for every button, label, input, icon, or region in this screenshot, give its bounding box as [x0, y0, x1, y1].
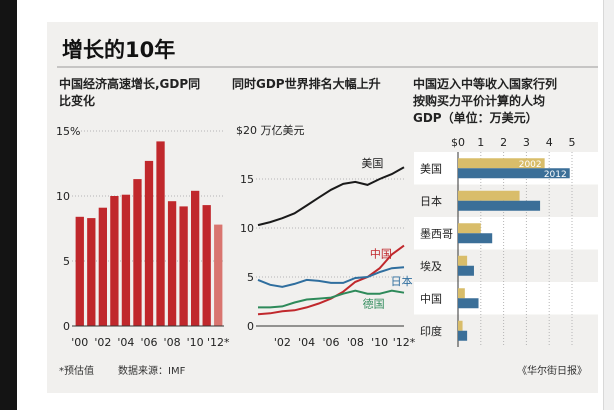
chart2-series-label: 美国: [361, 157, 383, 170]
chart1-x-tick-label: '00: [71, 336, 88, 349]
chart3-bar: [458, 255, 468, 266]
chart3-category-label: 中国: [420, 292, 442, 305]
chart3-bar: [458, 288, 465, 299]
chart1-bar: [156, 141, 165, 326]
chart3-title-line3: GDP（单位：万美元）: [413, 110, 538, 125]
chart2-x-tick-label: '10: [371, 336, 388, 349]
chart1-title-line1: 中国经济高速增长,GDP同: [59, 76, 200, 91]
chart3-bar: [458, 190, 520, 201]
chart3-x-tick-label: 1: [477, 136, 484, 149]
chart2-x-tick-label: '12*: [393, 336, 416, 349]
chart3-x-tick-label: 5: [569, 136, 576, 149]
chart2-series-line: [258, 289, 405, 309]
chart1-title-line2: 比变化: [59, 93, 95, 108]
chart1-bar: [75, 216, 84, 326]
chart3-bar: [458, 330, 468, 341]
chart1-x-tick-label: '08: [164, 336, 181, 349]
chart3-bar: [458, 233, 493, 244]
chart3-bar: [458, 168, 570, 179]
chart1-x-tick-label: '06: [140, 336, 157, 349]
infographic-title: 增长的10年: [62, 38, 175, 62]
chart3-series-label: 2012: [544, 170, 567, 180]
chart3-title-line2: 按购买力平价计算的人均: [413, 93, 545, 108]
publisher-credit: 《华尔街日报》: [517, 364, 587, 377]
chart1-bar: [167, 201, 177, 326]
chart3-series-label: 2002: [519, 160, 542, 170]
chart3-x-tick-label: 2: [500, 136, 507, 149]
chart1-bar: [179, 206, 188, 326]
chart3-bar: [458, 223, 481, 234]
chart1-bar: [98, 207, 107, 326]
chart1-bar: [87, 218, 96, 326]
chart2-y-tick-label: 5: [247, 271, 254, 284]
chart1-bar: [121, 194, 131, 326]
left-dark-strip: [0, 0, 17, 410]
chart1-title: 中国经济高速增长,GDP同 比变化: [59, 76, 200, 108]
chart1-bar: [133, 179, 142, 326]
chart2-y-tick-label: 10: [240, 222, 254, 235]
chart1-y-tick-label: 0: [63, 320, 70, 333]
chart2-unit-label: $20 万亿美元: [236, 124, 305, 137]
chart1-gdp-growth-bars: 0 5 10 15 % '00 '02 '04 '06 '08 '10'12*: [56, 125, 230, 349]
chart1-y-tick-label: 15: [56, 125, 70, 138]
footnote: *预估值: [59, 364, 94, 377]
chart2-y-tick-label: 0: [247, 320, 254, 333]
chart1-unit-label: %: [70, 125, 80, 138]
chart3-bar: [458, 158, 545, 169]
chart2-x-tick-label: '06: [322, 336, 339, 349]
chart1-bar: [110, 196, 119, 326]
right-scrollbar-strip: [603, 0, 614, 410]
chart1-y-tick-label: 5: [63, 255, 70, 268]
chart2-x-tick-label: '08: [347, 336, 364, 349]
chart3-x-tick-label: 3: [523, 136, 530, 149]
chart3-row-stripe: [414, 282, 598, 315]
chart3-category-label: 墨西哥: [420, 227, 453, 240]
chart3-bar: [458, 200, 541, 211]
chart3-bar: [458, 298, 479, 309]
chart2-series-line: [257, 166, 405, 227]
chart3-category-label: 美国: [420, 162, 442, 175]
chart2-series-label: 中国: [370, 247, 392, 260]
chart3-bar: [458, 320, 463, 331]
chart1-bar: [214, 224, 223, 326]
chart1-x-tick-label: '04: [117, 336, 134, 349]
chart2-title: 同时GDP世界排名大幅上升: [232, 76, 381, 91]
chart1-bar: [144, 160, 154, 326]
chart2-x-tick-label: '02: [274, 336, 291, 349]
source-label: 数据来源：IMF: [118, 364, 186, 377]
chart2-y-tick-label: 15: [240, 173, 254, 186]
chart1-x-tick-label: '12*: [207, 336, 230, 349]
chart3-x-tick-label: 4: [546, 136, 553, 149]
chart1-bar: [191, 190, 200, 326]
chart1-y-tick-label: 10: [56, 190, 70, 203]
chart2-series-line: [257, 266, 405, 288]
chart1-x-tick-label: '02: [94, 336, 111, 349]
chart1-x-tick-label: '10: [187, 336, 204, 349]
chart3-category-label: 日本: [420, 194, 442, 208]
chart2-x-tick-label: '04: [298, 336, 315, 349]
chart3-title: 中国迈入中等收入国家行列 按购买力平价计算的人均 GDP（单位：万美元）: [413, 76, 557, 125]
chart2-series-label: 日本: [391, 274, 413, 288]
chart1-bar: [202, 205, 211, 326]
chart3-category-label: 印度: [420, 324, 442, 338]
chart3-x-tick-label: $0: [451, 136, 465, 149]
chart3-category-label: 埃及: [420, 259, 442, 273]
chart3-title-line1: 中国迈入中等收入国家行列: [413, 76, 557, 91]
chart2-series-label: 德国: [363, 296, 385, 310]
chart3-bar: [458, 265, 474, 276]
chart3-row-stripe: [414, 217, 598, 250]
